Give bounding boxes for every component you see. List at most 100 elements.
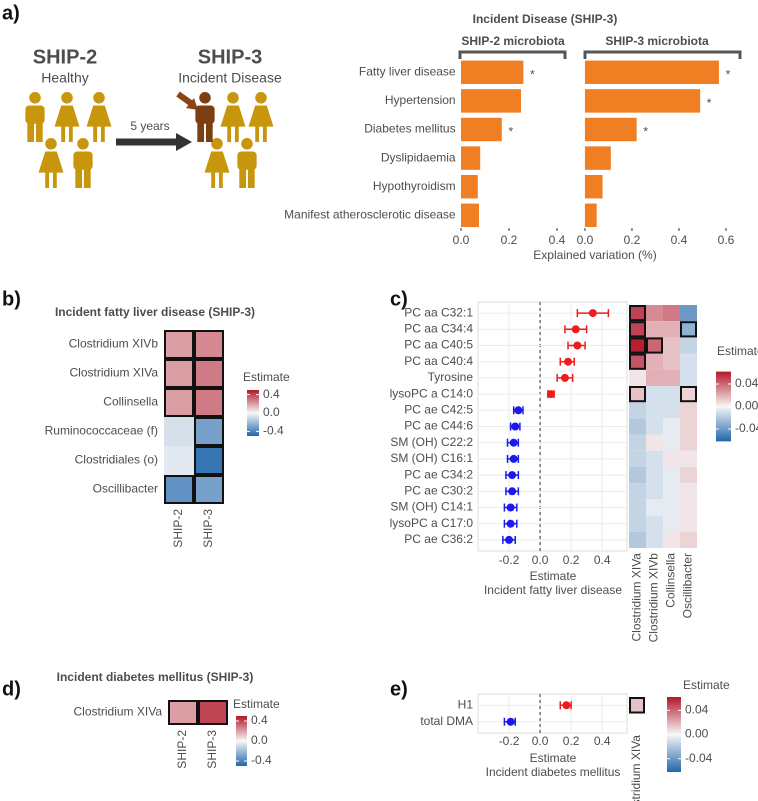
- significance-box: [194, 417, 224, 446]
- row-label: Ruminococcaceae (f): [45, 424, 158, 438]
- significance-box: [680, 386, 697, 403]
- category-label: Dyslipidaemia: [381, 150, 456, 164]
- heat-cell: [646, 353, 663, 370]
- category-label: H1: [458, 697, 474, 711]
- significance-box: [629, 697, 645, 714]
- colorbar-label: 0.00: [685, 727, 709, 741]
- heat-cell: [663, 305, 680, 322]
- bar: [584, 89, 701, 113]
- colorbar: [247, 390, 259, 436]
- x-tick-label: -0.2: [499, 734, 520, 748]
- heat-cell: [629, 305, 646, 322]
- heat-cell: [194, 446, 224, 475]
- category-label: Tyrosine: [428, 370, 474, 384]
- category-label: Diabetes mellitus: [364, 122, 455, 136]
- heat-cell: [680, 386, 697, 403]
- category-label: Manifest atherosclerotic disease: [284, 207, 456, 221]
- forest-plot: -0.2 0.0 0.2 0.4 H1 total DMA EstimateIncident…: [420, 693, 628, 779]
- heat-cell: [646, 450, 663, 467]
- significance-box: [680, 321, 697, 338]
- point-estimate: [509, 454, 518, 463]
- heat-cell: [663, 321, 680, 338]
- colorbar-label: 0.0: [263, 405, 280, 419]
- point-estimate: [506, 503, 515, 512]
- significance-box: [164, 388, 194, 417]
- x-tick-label: -0.2: [499, 553, 520, 567]
- heat-cell: [663, 450, 680, 467]
- heat-cell: [194, 417, 224, 446]
- heat-cell: [629, 531, 646, 548]
- category-label: PC aa C40:4: [404, 354, 473, 368]
- colorbar-label: 0.0: [251, 733, 268, 747]
- heat-cell: [646, 499, 663, 516]
- column-label: Clostridium XIVa: [630, 553, 644, 642]
- heat-cell: [680, 531, 697, 548]
- heat-cell: [164, 417, 194, 446]
- panel-label: e): [390, 678, 408, 700]
- facet-bracket: [583, 50, 742, 59]
- x-tick-label: 0.0: [532, 734, 549, 748]
- colorbar-label: 0.04: [685, 702, 709, 716]
- point-estimate: [562, 701, 571, 710]
- heat-cell: [663, 499, 680, 516]
- legend-title: Estimate: [233, 697, 280, 711]
- point-estimate: [514, 406, 523, 415]
- bar: [584, 203, 597, 228]
- heat-cell: [164, 446, 194, 475]
- colorbar-label: -0.4: [251, 753, 272, 767]
- pointer-arrow: [176, 91, 194, 107]
- significance-box: [194, 446, 224, 475]
- heat-cell: [680, 369, 697, 386]
- row-label: Clostridiales (o): [75, 453, 158, 467]
- significance-box: [194, 388, 224, 417]
- bar: [584, 146, 611, 170]
- point-estimate: [511, 422, 520, 431]
- point-estimate: [564, 357, 573, 366]
- chart-title: Incident fatty liver disease (SHIP-3): [55, 305, 255, 319]
- heat-cell: [663, 467, 680, 484]
- heat-cell: [646, 386, 663, 403]
- cohort-diagram: SHIP-2 Healthy SHIP-3 Incident Disease 5…: [25, 46, 282, 188]
- heat-cell: [646, 337, 663, 354]
- significance-marker: *: [707, 96, 712, 110]
- heatmap: Clostridium XIVa Estimate 0.04 0.00 -0.04: [629, 678, 730, 801]
- category-label: lysoPC a C17:0: [390, 516, 474, 530]
- bar: [461, 203, 479, 228]
- x-axis-label: Explained variation (%): [533, 248, 656, 262]
- heat-cell: [663, 531, 680, 548]
- category-label: PC ae C30:2: [404, 483, 473, 497]
- bar-chart: SHIP-3 microbiota * * * 0.0 0.2 0.4 0.6: [577, 34, 742, 247]
- significance-marker: *: [508, 125, 513, 139]
- point-estimate: [509, 438, 518, 447]
- row-label: Collinsella: [103, 395, 158, 409]
- significance-box: [198, 700, 228, 725]
- heat-cell: [646, 305, 663, 322]
- pointer-arrow-head: [186, 98, 198, 110]
- heat-cell: [629, 499, 646, 516]
- colorbar: [667, 697, 681, 772]
- heat-cell: [680, 337, 697, 354]
- plot-frame: [477, 693, 628, 734]
- x-axis-sublabel: Incident diabetes mellitus: [486, 765, 621, 779]
- heat-cell: [680, 305, 697, 322]
- heat-cell: [198, 700, 228, 725]
- category-label: lysoPC a C14:0: [390, 386, 474, 400]
- heat-cell: [663, 386, 680, 403]
- heat-cell: [663, 515, 680, 532]
- bar: [461, 89, 521, 113]
- category-label: SM (OH) C22:2: [390, 435, 473, 449]
- heat-cell: [663, 434, 680, 451]
- heat-cell: [646, 321, 663, 338]
- diagram-subtitle: Incident Disease: [178, 70, 282, 86]
- arrow-label: 5 years: [130, 119, 169, 133]
- chart-title: Incident Disease (SHIP-3): [473, 12, 618, 26]
- significance-box: [194, 359, 224, 388]
- heat-cell: [646, 402, 663, 419]
- significance-box: [629, 305, 646, 322]
- x-tick-label: 0.2: [563, 734, 580, 748]
- category-label: total DMA: [420, 714, 473, 728]
- column-label: SHIP-2: [171, 509, 185, 548]
- panel-label: c): [390, 288, 408, 310]
- heat-cell: [629, 386, 646, 403]
